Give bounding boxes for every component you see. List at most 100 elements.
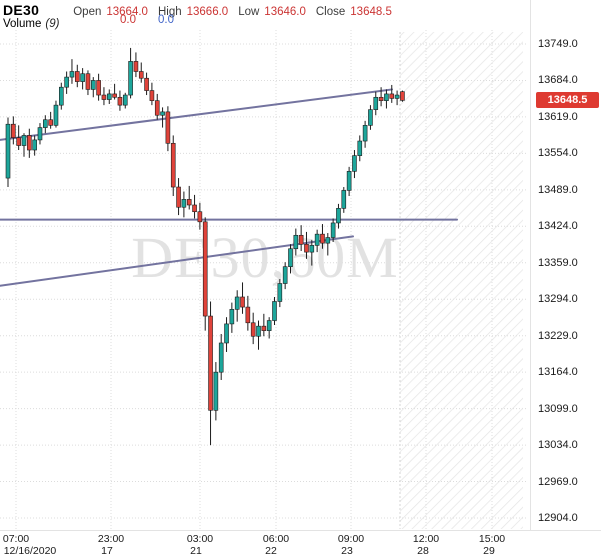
candle-body xyxy=(266,320,272,331)
time-axis-label: 23:00 xyxy=(97,533,125,545)
candle-body xyxy=(304,243,309,253)
candle-body xyxy=(394,94,400,99)
market-closed-hatch xyxy=(400,32,523,529)
high-label: High xyxy=(157,6,182,18)
candle-body xyxy=(277,283,283,302)
indicator-value-1: 0.0 xyxy=(120,14,136,26)
price-axis-label: 13294.0 xyxy=(538,293,578,306)
price-axis[interactable]: 13648.5 13749.0 13684.0 13619.0 13554.0 1348… xyxy=(530,0,601,530)
candle-body xyxy=(122,94,128,106)
candle-body xyxy=(165,111,171,144)
candle-body xyxy=(5,123,11,179)
price-axis-label: 13424.0 xyxy=(538,220,578,233)
candle-body xyxy=(384,93,389,101)
candle-body xyxy=(186,199,192,206)
candle-body xyxy=(352,155,357,172)
time-axis[interactable]: 07:00 12/16/2020 23:00 17 03:00 21 06:00 22 09:0… xyxy=(0,530,601,558)
candle-body xyxy=(325,237,331,244)
candle-body xyxy=(37,127,43,141)
candle-body xyxy=(368,109,373,126)
candlesticks xyxy=(5,47,405,446)
candle-body xyxy=(197,211,203,223)
candle-body xyxy=(138,71,144,79)
open-label: Open xyxy=(73,6,102,18)
time-axis-label: 03:00 xyxy=(186,533,214,545)
chart-header: DE30 Open 13664.0 High 13666.0 Low 13646… xyxy=(3,2,392,18)
indicator-period: (9) xyxy=(45,18,60,30)
date-axis-label: 23 xyxy=(341,545,353,557)
candle-body xyxy=(336,208,341,224)
candle-body xyxy=(224,323,229,344)
candle-body xyxy=(149,90,155,101)
candle-body xyxy=(181,199,187,208)
candle-body xyxy=(85,73,91,90)
candle-body xyxy=(229,309,235,325)
low-value: 13646.0 xyxy=(264,6,306,18)
candle-body xyxy=(176,186,181,208)
candle-body xyxy=(202,221,208,317)
time-axis-label: 06:00 xyxy=(262,533,290,545)
candle-body xyxy=(362,125,368,142)
candle-body xyxy=(378,96,384,101)
candle-body xyxy=(106,93,112,100)
candle-body xyxy=(192,204,197,213)
candle-body xyxy=(48,119,53,126)
candle-body xyxy=(250,322,256,337)
time-axis-label: 15:00 xyxy=(478,533,506,545)
candle-body xyxy=(170,142,176,188)
date-axis-label: 12/16/2020 xyxy=(3,545,57,557)
candle-body xyxy=(314,233,320,246)
close-value: 13648.5 xyxy=(350,6,392,18)
candle-body xyxy=(208,315,213,411)
candlestick-chart[interactable]: DE30,60M xyxy=(0,0,530,530)
candle-body xyxy=(58,86,64,106)
candle-body xyxy=(69,71,75,78)
candle-body xyxy=(53,104,59,126)
date-axis-label: 22 xyxy=(265,545,277,557)
watermark-text: DE30,60M xyxy=(131,225,398,290)
price-axis-label: 13034.0 xyxy=(538,439,578,452)
time-axis-label: 12:00 xyxy=(412,533,440,545)
candle-body xyxy=(27,135,32,151)
price-axis-label: 13619.0 xyxy=(538,110,578,123)
low-label: Low xyxy=(238,6,260,18)
high-value: 13666.0 xyxy=(186,6,229,18)
price-axis-label: 13554.0 xyxy=(538,147,578,160)
time-axis-label: 09:00 xyxy=(337,533,365,545)
date-axis-label: 17 xyxy=(101,545,113,557)
date-axis-label: 21 xyxy=(190,545,202,557)
candle-body xyxy=(320,233,325,244)
candle-body xyxy=(341,190,347,209)
candle-body xyxy=(144,77,149,91)
candle-body xyxy=(101,94,107,100)
chart-plot-area[interactable]: DE30,60M xyxy=(0,0,530,530)
candle-body xyxy=(272,301,277,321)
price-axis-label: 13164.0 xyxy=(538,366,578,379)
candle-body xyxy=(154,100,160,116)
symbol-title: DE30 xyxy=(3,2,40,18)
candle-body xyxy=(245,306,251,324)
price-axis-label: 13749.0 xyxy=(538,38,578,50)
candle-body xyxy=(389,93,395,99)
time-axis-label: 07:00 xyxy=(2,533,30,545)
indicator-value-2: 0.0 xyxy=(158,14,174,26)
price-axis-label: 13489.0 xyxy=(538,183,578,196)
candle-body xyxy=(373,96,379,110)
candle-body xyxy=(293,234,299,250)
price-axis-label: 13684.0 xyxy=(538,74,578,87)
trendline[interactable] xyxy=(0,88,393,141)
candle-body xyxy=(160,111,165,116)
current-price-tag: 13648.5 xyxy=(536,92,599,109)
candle-body xyxy=(32,139,37,151)
close-label: Close xyxy=(315,6,346,18)
price-axis-label: 12969.0 xyxy=(538,475,578,488)
candle-body xyxy=(64,76,69,88)
candle-body xyxy=(21,135,27,146)
date-axis-label: 29 xyxy=(483,545,495,557)
candle-body xyxy=(11,123,16,138)
price-axis-label: 13099.0 xyxy=(538,402,578,415)
candle-body xyxy=(240,296,245,308)
candle-body xyxy=(330,222,336,238)
candle-body xyxy=(346,171,352,191)
